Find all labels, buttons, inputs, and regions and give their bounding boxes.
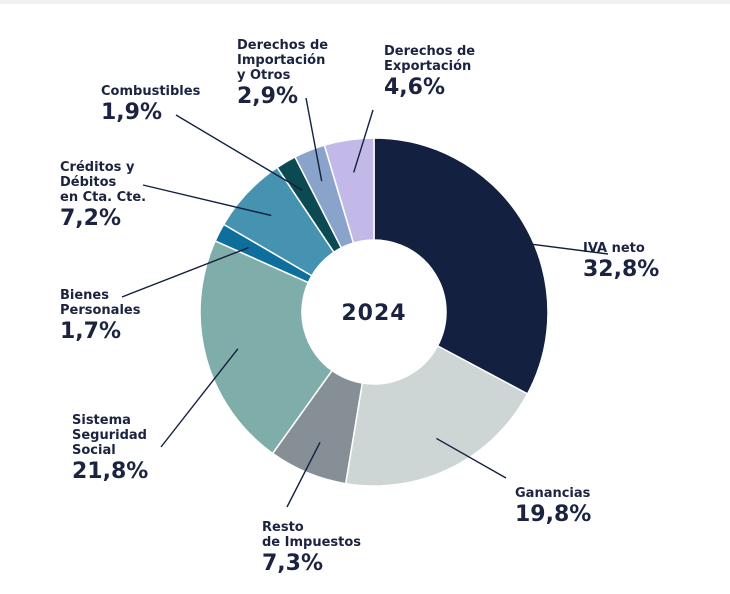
slice-label-value: 1,9% <box>101 100 163 125</box>
label-derechos-importacion: Derechos de Importación y Otros 2,9% <box>237 38 328 110</box>
label-creditos-debitos: Créditos y Débitos en Cta. Cte. 7,2% <box>60 160 146 232</box>
slice-label-value: 2,9% <box>237 84 299 109</box>
label-iva-neto: IVA neto 32,8% <box>583 241 659 283</box>
leader-line-bienes-personales <box>121 246 249 298</box>
leader-line-combustibles <box>175 114 303 192</box>
leader-line-resto-de-impuestos <box>286 441 321 508</box>
slice-label-value: 19,8% <box>515 502 592 527</box>
leader-line-derechos-de-exportacion <box>353 109 374 173</box>
slice-label-value: 32,8% <box>583 257 660 282</box>
slice-label-name: Créditos y Débitos en Cta. Cte. <box>60 160 147 205</box>
label-ganancias: Ganancias 19,8% <box>515 486 591 528</box>
slice-sistema-seguridad-social <box>199 239 334 455</box>
leader-line-sistema-seguridad-social <box>160 348 239 448</box>
leader-line-iva-neto <box>494 238 609 255</box>
slice-label-value: 7,3% <box>262 551 324 576</box>
slice-label-value: 7,2% <box>60 206 122 231</box>
label-combustibles: Combustibles 1,9% <box>101 84 200 126</box>
slice-label-name: Bienes Personales <box>60 288 141 318</box>
leader-line-ganancias <box>436 437 507 479</box>
slice-label-name: Ganancias <box>515 486 591 501</box>
slice-label-value: 4,6% <box>384 75 446 100</box>
slice-label-name: Resto de Impuestos <box>262 520 362 550</box>
slice-label-value: 21,8% <box>72 459 149 484</box>
leader-line-creditos-y-debitos-en-cta-cte <box>142 184 272 217</box>
slice-label-name: Combustibles <box>101 84 201 99</box>
slice-label-value: 1,7% <box>60 319 122 344</box>
donut-hole <box>302 240 446 384</box>
slice-label-name: Derechos de Importación y Otros <box>237 38 329 83</box>
leader-lines-group <box>121 97 609 508</box>
slice-label-name: Derechos de Exportación <box>384 44 476 74</box>
slice-label-name: IVA neto <box>583 241 645 256</box>
label-derechos-exportacion: Derechos de Exportación 4,6% <box>384 44 475 101</box>
label-sistema-seguridad-social: Sistema Seguridad Social 21,8% <box>72 413 148 485</box>
slice-label-name: Sistema Seguridad Social <box>72 413 147 458</box>
label-resto-de-impuestos: Resto de Impuestos 7,3% <box>262 520 361 577</box>
center-year-label: 2024 <box>341 301 406 326</box>
label-bienes-personales: Bienes Personales 1,7% <box>60 288 140 345</box>
leader-line-derechos-de-importacion-y-otros <box>305 97 323 182</box>
slice-iva-neto <box>373 137 549 395</box>
top-divider <box>0 0 730 4</box>
slices-group <box>199 137 549 487</box>
